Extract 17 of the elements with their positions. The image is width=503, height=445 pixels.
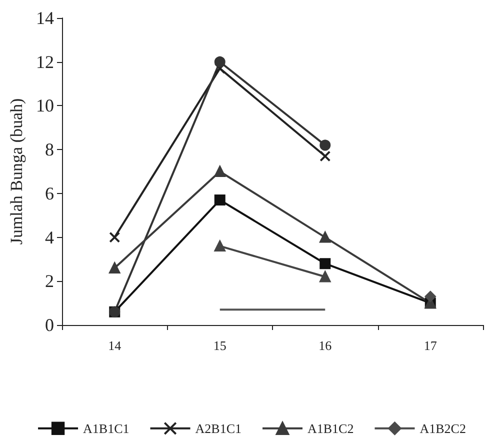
y-tick-label: 6 (45, 183, 54, 204)
x-tick-label: 14 (108, 338, 122, 353)
y-axis-title: Jumlah Bunga (buah) (7, 98, 26, 245)
y-tick-label: 12 (36, 52, 54, 72)
x-tick-label: 16 (318, 338, 332, 353)
y-tick-label: 14 (36, 8, 54, 28)
y-tick-label: 10 (36, 96, 54, 116)
x-tick-label: 17 (424, 338, 438, 353)
y-tick-label: 0 (45, 315, 54, 335)
legend-label: A2B1C1 (195, 420, 242, 436)
legend-label: A1B1C1 (83, 420, 130, 436)
y-tick-label: 4 (45, 227, 54, 248)
y-tick-label: 2 (45, 271, 54, 292)
x-tick-label: 15 (213, 338, 226, 353)
legend-label: A1B2C2 (420, 420, 466, 436)
legend-label: A1B1C2 (308, 420, 354, 436)
y-tick-label: 8 (45, 140, 54, 160)
